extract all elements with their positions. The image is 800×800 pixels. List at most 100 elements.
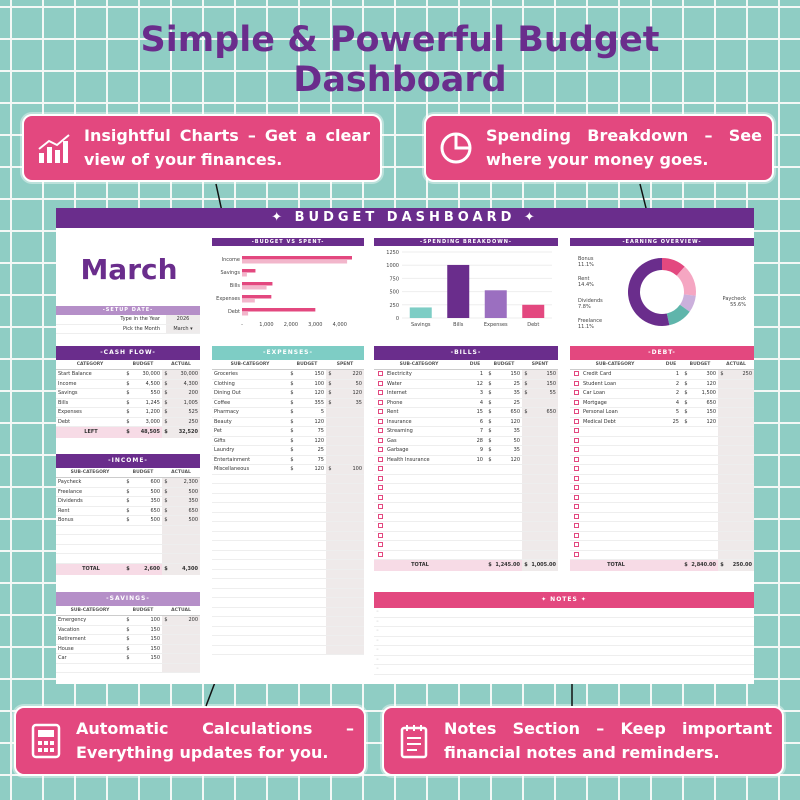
pie-slice	[662, 258, 685, 276]
category-label: Debt	[527, 322, 539, 328]
notes-line[interactable]: ◦	[374, 627, 754, 637]
notes-line[interactable]: ◦	[374, 646, 754, 656]
notes-line[interactable]: ◦	[374, 637, 754, 646]
column-header: DUE	[469, 362, 481, 367]
checkbox[interactable]	[378, 437, 383, 443]
checkbox[interactable]	[574, 542, 579, 547]
y-tick-label: 250	[389, 303, 399, 309]
checkbox[interactable]	[378, 513, 383, 519]
page-title: Simple & Powerful Budget Dashboard	[0, 20, 800, 100]
checkbox[interactable]	[378, 428, 383, 433]
checkbox[interactable]	[378, 380, 383, 386]
notes-line[interactable]: ◦	[374, 656, 754, 665]
month-block: March	[56, 234, 202, 314]
checkbox[interactable]	[574, 437, 579, 443]
checkbox[interactable]	[378, 504, 383, 509]
checkbox[interactable]	[378, 542, 383, 547]
checkbox[interactable]	[378, 551, 383, 557]
table-row	[374, 503, 558, 513]
checkbox[interactable]	[378, 485, 383, 490]
column-header: BUDGET	[689, 362, 711, 367]
checkbox[interactable]	[378, 390, 383, 395]
checkbox[interactable]	[378, 523, 383, 528]
table-row: Insurance 6 $120	[374, 417, 558, 427]
checkbox[interactable]	[574, 447, 579, 452]
checkbox[interactable]	[574, 513, 579, 519]
checkbox[interactable]	[574, 418, 579, 424]
column-header: BUDGET	[296, 362, 318, 367]
pie-chart-icon	[436, 128, 476, 168]
expenses-table: -EXPENSES- SUB-CATEGORY BUDGET SPENT Groceri…	[212, 346, 364, 655]
pie-percent: 14.4%	[578, 282, 594, 288]
checkbox[interactable]	[574, 428, 579, 433]
income-header: -INCOME-	[56, 454, 200, 468]
month-select[interactable]: March ▾	[166, 324, 200, 333]
column-header: SPENT	[336, 362, 354, 367]
pie-percent: 11.1%	[578, 262, 594, 268]
table-row	[212, 569, 364, 579]
checkbox[interactable]	[378, 466, 383, 471]
pie-label: Freelance	[578, 318, 602, 324]
checkbox[interactable]	[378, 418, 383, 424]
table-row: Internet 3 $35 $55	[374, 389, 558, 399]
column-header: ACTUAL	[171, 608, 191, 613]
budget-dashboard-sheet: ✦ BUDGET DASHBOARD ✦ March -SETUP DATE- …	[56, 208, 754, 684]
table-row	[212, 493, 364, 503]
checkbox[interactable]	[574, 371, 579, 376]
checkbox[interactable]	[378, 447, 383, 452]
y-tick-label: 0	[396, 316, 399, 322]
checkbox[interactable]	[574, 494, 579, 500]
setup-date: -SETUP DATE- Type in the Year 2026 Pick t…	[56, 306, 200, 334]
column-header: SUB-CATEGORY	[595, 362, 635, 367]
checkbox[interactable]	[378, 409, 383, 414]
budget-vs-spent-title: -BUDGET VS SPENT-	[212, 238, 364, 246]
callout-calc-text: Automatic Calculations – Everything upda…	[76, 719, 354, 762]
notes-line[interactable]: ◦	[374, 665, 754, 675]
checkbox[interactable]	[378, 456, 383, 462]
checkbox[interactable]	[574, 456, 579, 462]
checkbox[interactable]	[574, 466, 579, 471]
bills-columns: SUB-CATEGORY DUE BUDGET SPENT	[374, 360, 558, 370]
checkbox[interactable]	[574, 475, 579, 481]
table-row	[374, 493, 558, 503]
table-row	[212, 522, 364, 532]
table-row: Start Balance $30,000 $30,000	[56, 370, 200, 380]
debt-header: -DEBT-	[570, 346, 754, 360]
checkbox[interactable]	[574, 523, 579, 528]
month-title: March	[80, 253, 178, 286]
spent-bar	[242, 273, 247, 277]
column-header: BUDGET	[132, 362, 154, 367]
checkbox[interactable]	[574, 532, 579, 538]
checkbox[interactable]	[574, 399, 579, 405]
checkbox[interactable]	[574, 380, 579, 386]
table-row	[212, 626, 364, 636]
year-input[interactable]: 2026	[166, 315, 200, 324]
pie-percent: 11.1%	[578, 324, 594, 330]
checkbox[interactable]	[378, 371, 383, 376]
bills-header: -BILLS-	[374, 346, 558, 360]
pie-slice	[676, 266, 696, 296]
table-row: Groceries $150 $220	[212, 370, 364, 380]
column-header: ACTUAL	[171, 362, 191, 367]
checkbox[interactable]	[378, 399, 383, 405]
table-row	[56, 544, 200, 554]
checkbox[interactable]	[378, 494, 383, 500]
budget-bar	[242, 282, 273, 286]
debt-total-row: TOTAL $2,840.00 $250.00	[570, 560, 754, 571]
pie-percent: 55.6%	[730, 302, 746, 308]
budget-vs-spent-chart: Income Savings Bills Expenses Debt - 1,000 2,00…	[216, 256, 352, 328]
column-header: ACTUAL	[171, 470, 191, 475]
checkbox[interactable]	[378, 475, 383, 481]
notes-line[interactable]: ◦	[374, 608, 754, 618]
y-tick-label: 1000	[386, 263, 399, 269]
checkbox[interactable]	[574, 390, 579, 395]
table-row	[570, 465, 754, 475]
checkbox[interactable]	[378, 532, 383, 538]
checkbox[interactable]	[574, 504, 579, 509]
checkbox[interactable]	[574, 409, 579, 414]
notes-line[interactable]: ◦	[374, 618, 754, 627]
month-label: Pick the Month	[123, 325, 160, 332]
checkbox[interactable]	[574, 485, 579, 490]
checkbox[interactable]	[574, 551, 579, 557]
column-header: DUE	[665, 362, 677, 367]
